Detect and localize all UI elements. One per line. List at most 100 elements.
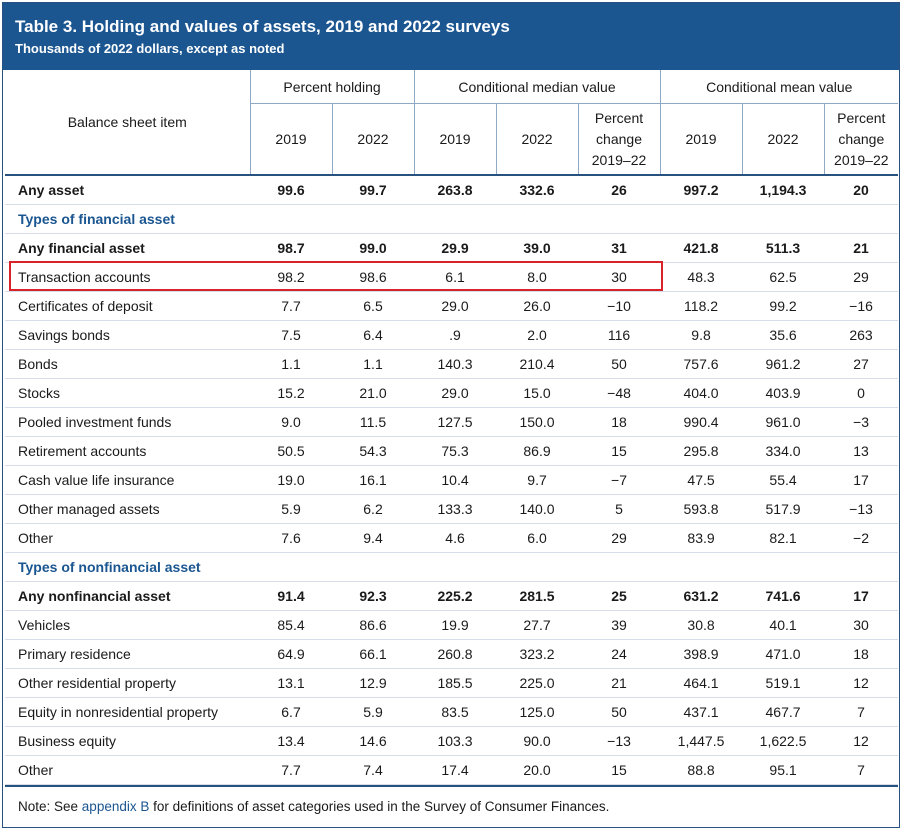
cell-value: 98.6 bbox=[332, 262, 415, 292]
table-row: Other 7.7 7.4 17.4 20.0 15 88.8 95.1 7 bbox=[5, 755, 899, 785]
cell-value: 1,194.3 bbox=[742, 175, 825, 205]
cell-value: 27 bbox=[824, 349, 899, 379]
group-header-mean-value: Conditional mean value bbox=[659, 70, 899, 104]
cell-value: 17.4 bbox=[414, 755, 497, 785]
cell-value: 82.1 bbox=[742, 523, 825, 553]
row-label: Any financial asset bbox=[5, 233, 250, 263]
cell-value: −2 bbox=[824, 523, 899, 553]
cell-value: 1.1 bbox=[332, 349, 415, 379]
cell-value: 15 bbox=[578, 436, 661, 466]
cell-value: 225.0 bbox=[496, 668, 579, 698]
note-suffix: for definitions of asset categories used… bbox=[149, 798, 610, 814]
cell-value: 15 bbox=[578, 755, 661, 785]
cell-value: 5.9 bbox=[250, 494, 332, 524]
pct-change-line-3: 2019–22 bbox=[591, 151, 647, 168]
row-label: Stocks bbox=[5, 378, 250, 408]
cell-value: 398.9 bbox=[660, 639, 743, 669]
row-label: Certificates of deposit bbox=[5, 291, 250, 321]
column-header-holding-2022: 2022 bbox=[331, 103, 415, 176]
cell-value: 404.0 bbox=[660, 378, 743, 408]
section-header-row: Types of financial asset bbox=[5, 204, 899, 234]
cell-value: 13.4 bbox=[250, 726, 332, 756]
cell-value: 83.9 bbox=[660, 523, 743, 553]
row-label: Cash value life insurance bbox=[5, 465, 250, 495]
cell-value: 6.5 bbox=[332, 291, 415, 321]
cell-value: 21 bbox=[578, 668, 661, 698]
table-row: Transaction accounts 98.2 98.6 6.1 8.0 30 48.3… bbox=[5, 262, 899, 292]
pct-change-line-1: Percent bbox=[594, 109, 644, 126]
cell-value: 30.8 bbox=[660, 610, 743, 640]
cell-value: 24 bbox=[578, 639, 661, 669]
cell-value: 6.7 bbox=[250, 697, 332, 727]
cell-value: 7.7 bbox=[250, 291, 332, 321]
cell-value: −7 bbox=[578, 465, 661, 495]
cell-value: .9 bbox=[414, 320, 497, 350]
cell-value: 7.4 bbox=[332, 755, 415, 785]
row-label: Other managed assets bbox=[5, 494, 250, 524]
column-header-median-2022: 2022 bbox=[495, 103, 579, 176]
pct-change-line-1: Percent bbox=[837, 109, 886, 126]
table-row: Vehicles 85.4 86.6 19.9 27.7 39 30.8 40.1 30 bbox=[5, 610, 899, 640]
pct-change-line-3: 2019–22 bbox=[834, 151, 889, 168]
assets-table: Balance sheet item Percent holding Condi… bbox=[5, 70, 899, 785]
cell-value: 13.1 bbox=[250, 668, 332, 698]
column-header-mean-pct-change: Percent change 2019–22 bbox=[823, 103, 899, 176]
cell-value: 517.9 bbox=[742, 494, 825, 524]
table-row: Certificates of deposit 7.7 6.5 29.0 26.0 −10… bbox=[5, 291, 899, 321]
row-label: Equity in nonresidential property bbox=[5, 697, 250, 727]
cell-value: 631.2 bbox=[660, 581, 743, 611]
column-header-median-pct-change: Percent change 2019–22 bbox=[577, 103, 661, 176]
appendix-link[interactable]: appendix B bbox=[81, 798, 150, 814]
cell-value: 99.6 bbox=[250, 175, 332, 205]
cell-value: 35.6 bbox=[742, 320, 825, 350]
cell-value: 741.6 bbox=[742, 581, 825, 611]
cell-value: 39.0 bbox=[496, 233, 579, 263]
cell-value: 118.2 bbox=[660, 291, 743, 321]
table-body: Any asset 99.6 99.7 263.8 332.6 26 997.2 1,194.… bbox=[5, 175, 899, 785]
cell-value: 98.7 bbox=[250, 233, 332, 263]
cell-value: 263 bbox=[824, 320, 899, 350]
cell-value: 6.1 bbox=[414, 262, 497, 292]
cell-value: 1.1 bbox=[250, 349, 332, 379]
cell-value: 29 bbox=[578, 523, 661, 553]
cell-value: 9.8 bbox=[660, 320, 743, 350]
cell-value: 997.2 bbox=[660, 175, 743, 205]
cell-value: 103.3 bbox=[414, 726, 497, 756]
cell-value: 27.7 bbox=[496, 610, 579, 640]
table-row: Retirement accounts 50.5 54.3 75.3 86.9 15 295… bbox=[5, 436, 899, 466]
cell-value: 92.3 bbox=[332, 581, 415, 611]
row-label: Savings bonds bbox=[5, 320, 250, 350]
cell-value: 19.0 bbox=[250, 465, 332, 495]
section-label: Types of nonfinancial asset bbox=[5, 552, 899, 582]
cell-value: 99.7 bbox=[332, 175, 415, 205]
cell-value: 20 bbox=[824, 175, 899, 205]
cell-value: 7.5 bbox=[250, 320, 332, 350]
cell-value: 18 bbox=[578, 407, 661, 437]
cell-value: 5.9 bbox=[332, 697, 415, 727]
cell-value: 281.5 bbox=[496, 581, 579, 611]
cell-value: 95.1 bbox=[742, 755, 825, 785]
column-header-mean-2019: 2019 bbox=[659, 103, 743, 176]
table-row: Cash value life insurance 19.0 16.1 10.4 9.7… bbox=[5, 465, 899, 495]
cell-value: 50 bbox=[578, 349, 661, 379]
cell-value: 64.9 bbox=[250, 639, 332, 669]
cell-value: 7 bbox=[824, 755, 899, 785]
cell-value: 464.1 bbox=[660, 668, 743, 698]
cell-value: 13 bbox=[824, 436, 899, 466]
table-row: Business equity 13.4 14.6 103.3 90.0 −13 1,447… bbox=[5, 726, 899, 756]
cell-value: 6.0 bbox=[496, 523, 579, 553]
row-label: Other bbox=[5, 523, 250, 553]
cell-value: 133.3 bbox=[414, 494, 497, 524]
cell-value: 50 bbox=[578, 697, 661, 727]
cell-value: 39 bbox=[578, 610, 661, 640]
cell-value: 511.3 bbox=[742, 233, 825, 263]
cell-value: 210.4 bbox=[496, 349, 579, 379]
cell-value: 295.8 bbox=[660, 436, 743, 466]
cell-value: 19.9 bbox=[414, 610, 497, 640]
cell-value: 21.0 bbox=[332, 378, 415, 408]
group-header-percent-holding: Percent holding bbox=[249, 70, 415, 104]
cell-value: 4.6 bbox=[414, 523, 497, 553]
cell-value: −10 bbox=[578, 291, 661, 321]
cell-value: 26 bbox=[578, 175, 661, 205]
